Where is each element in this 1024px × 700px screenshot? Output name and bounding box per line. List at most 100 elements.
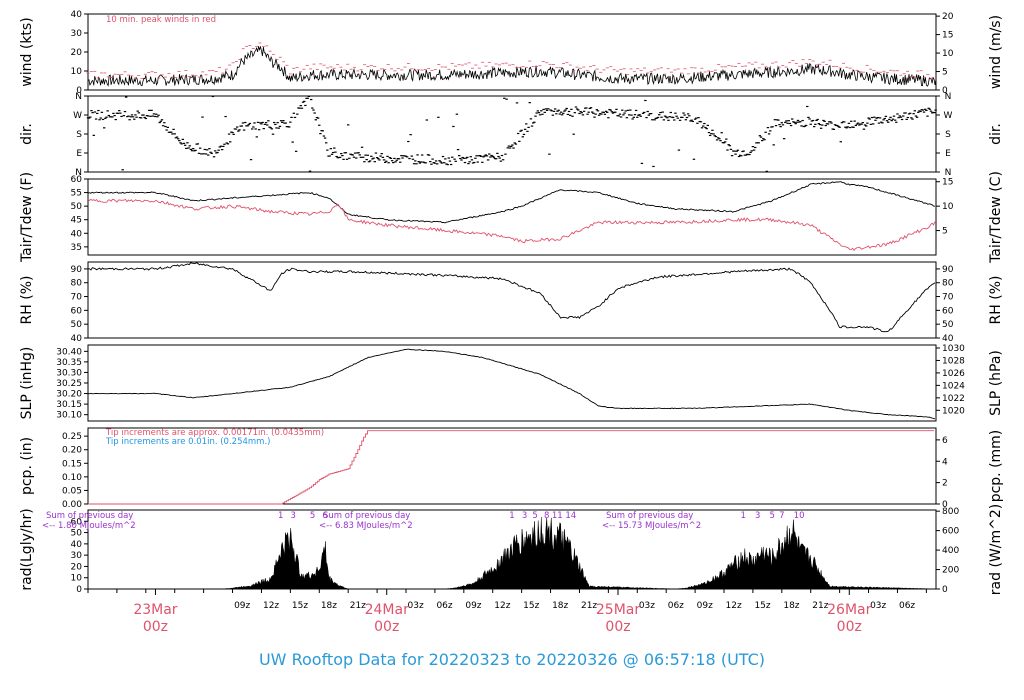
x-tick-label: 03z [639,601,655,611]
y-axis-label-right: SLP (hPa) [988,350,1004,416]
y-axis-label-right: pcp. (mm) [988,430,1004,503]
y-tick-label-right: 5 [942,227,948,237]
y-tick-label: 45 [71,216,82,226]
x-tick-label: 18z [783,601,799,611]
radiation-area [88,517,936,590]
y-axis-label-right: wind (m/s) [988,15,1004,89]
y-tick-label-right: 2 [942,479,948,489]
y-axis-label-right: dir. [988,123,1004,145]
hour-marker: 5 [310,511,315,521]
x-tick-label: 06z [436,601,452,611]
y-axis-label: rad(Lgly/hr) [19,508,35,590]
y-tick-label-right: 6 [942,436,948,446]
y-tick-label-right: 15 [942,178,953,188]
x-tick-label: 03z [408,601,424,611]
x-tick-label: 21z [581,601,597,611]
hour-marker: 8 [544,511,549,521]
hour-marker: 6 [322,511,327,521]
panel-temp: Tair/Tdew (F) Tair/Tdew (C) 35 40 45 50 55 60 5 1… [19,171,1004,264]
y-tick-label: 0.20 [62,446,82,456]
hour-marker: 3 [522,511,527,521]
panel-wind: wind (kts) wind (m/s) 0 10 20 30 40 0 5 10 15 20 10 … [19,10,1004,96]
y-axis-label: SLP (inHg) [19,347,35,420]
day-label: 24Mar [365,602,409,618]
y-axis-label: dir. [19,123,35,145]
x-axis: 09z 12z 15z 18z 21z 03z 06z 09z 12z 15z 18z 21z 03z 0… [87,589,927,635]
panel-frame [87,344,937,422]
tip-note-2: Tip increments are 0.01in. (0.254mm.) [105,437,270,447]
wind-series [87,45,937,87]
x-tick-label: 15z [754,601,770,611]
y-tick-label: 30.35 [56,358,82,368]
y-tick-label: 40 [71,10,83,20]
y-tick-label-right: 10 [942,49,954,59]
panel-pcp: pcp. (in) pcp. (mm) 0.00 0.05 0.10 0.15 0.20 0.… [19,427,1004,510]
y-tick-label: E [76,149,82,159]
panels-layer: wind (kts) wind (m/s)0102030400510152010 … [19,10,1004,595]
y-axis-label: wind (kts) [19,17,35,86]
x-tick-label: 09z [465,601,481,611]
x-tick-label: 06z [899,601,915,611]
tip-note-1: Tip increments are approx. 0.00171in. (0… [105,428,324,438]
y-tick-label: 50 [71,202,83,212]
x-tick-label: 21z [350,601,366,611]
y-tick-label: N [75,92,82,102]
y-tick-label: 30 [71,551,83,561]
y-tick-label: 40 [71,334,83,344]
y-tick-label: 40 [71,229,83,239]
y-tick-label: 70 [71,293,83,303]
y-tick-label: 60 [71,175,83,185]
precip-series [88,430,935,505]
daily-sum-label: Sum of previous day [46,511,133,521]
y-tick-label-right: 600 [942,527,959,537]
hour-marker: 1 [741,511,746,521]
x-tick-label: 18z [552,601,568,611]
panel-frame [87,261,937,339]
hour-marker: 10 [794,511,805,521]
hour-marker: 3 [291,511,296,521]
x-tick-label: 09z [234,601,250,611]
y-tick-label: 0 [76,86,82,96]
hour-marker: 11 [552,511,563,521]
day-label-hour: 00z [374,619,399,635]
x-tick-label: 15z [292,601,308,611]
y-tick-label-right: S [945,130,951,140]
y-tick-label-right: 70 [942,293,954,303]
y-tick-label-right: 1024 [942,381,965,391]
y-tick-label-right: 90 [942,265,954,275]
y-tick-label: 35 [71,243,82,253]
hour-marker: 5 [532,511,537,521]
y-axis-label: Tair/Tdew (F) [19,172,35,263]
y-axis-label: pcp. (in) [19,437,35,495]
panel-rh: RH (%) RH (%) 40 50 60 70 80 90 40 50 60 70 80 90 [19,261,1004,344]
x-tick-label: 18z [321,601,337,611]
day-label-hour: 00z [605,619,630,635]
y-tick-label-right: 200 [942,566,959,576]
x-tick-label: 06z [668,601,684,611]
daily-sum-value: <-- 15.73 MJoules/m^2 [602,521,701,531]
y-tick-label: 0.00 [62,500,82,510]
y-axis-label: RH (%) [19,276,35,325]
y-tick-label-right: N [945,168,952,178]
daily-sum-label: Sum of previous day [606,511,693,521]
hour-marker: 1 [509,511,514,521]
hour-marker: 14 [565,511,576,521]
y-tick-label: 20 [71,48,83,58]
day-label-hour: 00z [837,619,862,635]
y-tick-label: 40 [71,540,83,550]
y-tick-label-right: 80 [942,279,954,289]
x-tick-label: 12z [263,601,279,611]
y-tick-label-right: W [944,111,953,121]
y-tick-label: 50 [71,529,83,539]
x-tick-label: 15z [523,601,539,611]
hour-marker: 1 [278,511,283,521]
y-tick-label-right: 15 [942,31,953,41]
y-tick-label: 30.20 [56,390,82,400]
y-tick-label-right: 40 [942,334,954,344]
panel-rad: rad(Lgly/hr) rad (W/m^2)01020304050600200… [19,504,1004,595]
x-tick-label: 03z [870,601,886,611]
y-tick-label: 55 [71,189,82,199]
hour-marker: 5 [769,511,774,521]
y-tick-label-right: 400 [942,546,959,556]
